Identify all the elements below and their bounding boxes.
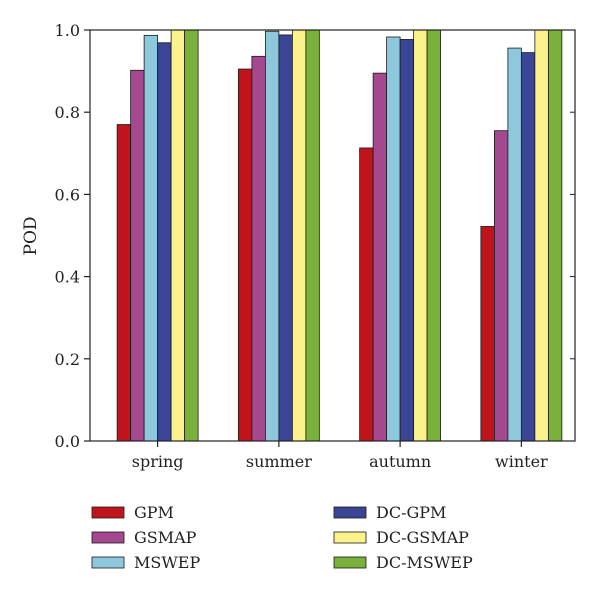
bar-dc-gpm-summer bbox=[278, 34, 293, 442]
y-tick-label: 0.6 bbox=[55, 185, 80, 204]
legend-label-dc-mswep: DC-MSWEP bbox=[376, 553, 473, 572]
bar-gsmap-winter bbox=[493, 130, 509, 442]
y-axis: 0.0 0.2 0.4 0.6 0.8 1.0 bbox=[55, 21, 575, 451]
bar-gsmap-summer bbox=[251, 55, 266, 442]
y-tick-label: 0.8 bbox=[55, 103, 80, 122]
bar-dc-mswep-spring bbox=[184, 29, 199, 442]
legend-swatch-dc-gpm bbox=[333, 506, 367, 519]
legend-label-dc-gsmap: DC-GSMAP bbox=[376, 528, 469, 547]
bar-dc-gpm-spring bbox=[157, 42, 172, 442]
y-tick-label: 0.2 bbox=[55, 350, 80, 369]
bar-dc-mswep-summer bbox=[305, 29, 320, 442]
legend-swatch-dc-gsmap bbox=[333, 531, 367, 544]
y-tick-label: 0.0 bbox=[55, 432, 80, 451]
y-tick-label: 1.0 bbox=[55, 21, 80, 40]
bar-dc-mswep-winter bbox=[547, 29, 563, 442]
bar-gpm-autumn bbox=[359, 147, 374, 442]
x-axis: spring summer autumn winter bbox=[132, 441, 548, 471]
legend-swatch-gsmap bbox=[91, 531, 125, 544]
bar-dc-gsmap-winter bbox=[534, 29, 549, 442]
legend-label-gsmap: GSMAP bbox=[134, 528, 197, 547]
bar-mswep-spring bbox=[143, 34, 159, 442]
bar-gpm-winter bbox=[480, 226, 495, 442]
bar-dc-gsmap-summer bbox=[291, 29, 307, 442]
bar-dc-gpm-winter bbox=[520, 52, 536, 442]
bar-mswep-winter bbox=[507, 47, 522, 442]
legend-label-gpm: GPM bbox=[134, 503, 174, 522]
bar-dc-mswep-autumn bbox=[426, 29, 442, 442]
bar-gsmap-autumn bbox=[372, 72, 388, 442]
x-tick-label: summer bbox=[246, 452, 312, 471]
bar-gsmap-spring bbox=[130, 69, 145, 442]
bar-mswep-autumn bbox=[386, 36, 401, 442]
legend-swatch-mswep bbox=[91, 556, 125, 569]
bars-group bbox=[116, 29, 563, 442]
x-tick-label: winter bbox=[495, 452, 548, 471]
bar-gpm-summer bbox=[237, 68, 253, 442]
legend-swatch-dc-mswep bbox=[333, 556, 367, 569]
bar-dc-gsmap-spring bbox=[170, 29, 186, 442]
legend-label-dc-gpm: DC-GPM bbox=[376, 503, 446, 522]
bar-mswep-summer bbox=[264, 30, 280, 442]
y-tick-label: 0.4 bbox=[55, 268, 80, 287]
legend-label-mswep: MSWEP bbox=[134, 553, 200, 572]
x-tick-label: autumn bbox=[369, 452, 431, 471]
legend: GPM GSMAP MSWEP DC-GPM DC-GSMAP DC-MSWEP bbox=[91, 503, 473, 572]
bar-dc-gsmap-autumn bbox=[413, 29, 428, 442]
bar-dc-gpm-autumn bbox=[399, 39, 415, 442]
y-axis-title: POD bbox=[21, 216, 41, 255]
x-tick-label: spring bbox=[132, 452, 184, 471]
legend-swatch-gpm bbox=[91, 506, 125, 519]
bar-gpm-spring bbox=[116, 124, 132, 442]
plot-area-frame bbox=[89, 29, 576, 442]
